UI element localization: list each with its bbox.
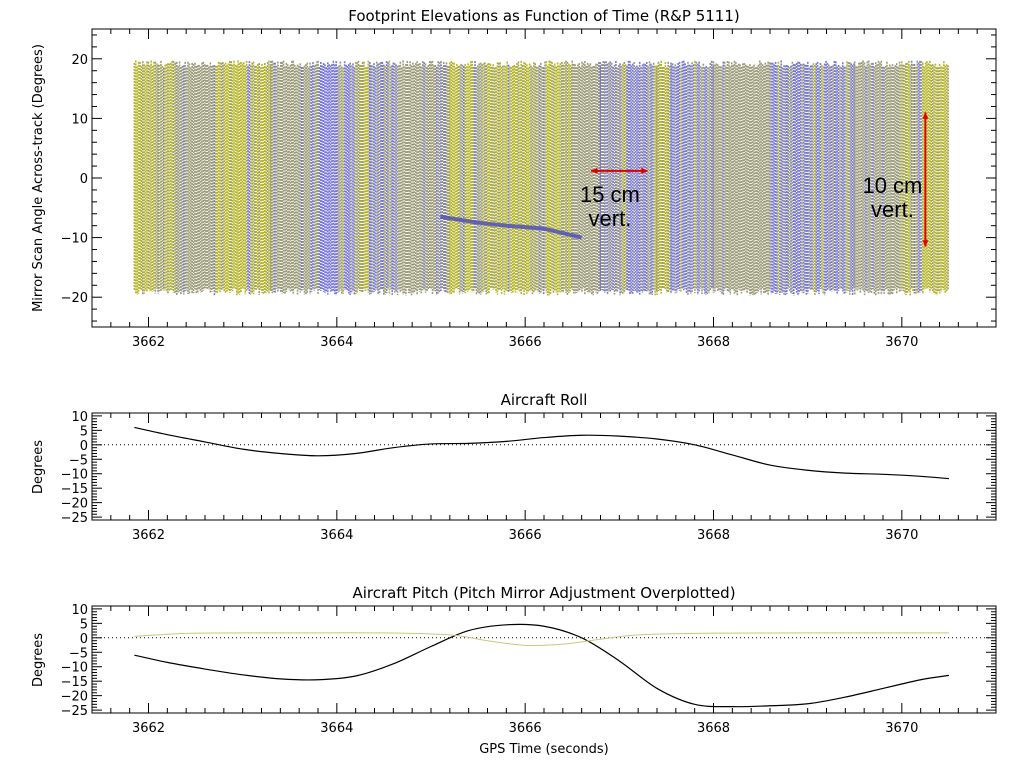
annotation-text-2: 10 cm [862, 173, 922, 198]
roll-x-tick-label: 3662 [132, 528, 165, 543]
elevation-chart-title: Footprint Elevations as Function of Time… [348, 7, 739, 25]
roll-chart-title: Aircraft Roll [501, 391, 588, 409]
pitch-y-tick-label: −5 [69, 646, 88, 661]
pitch-x-tick-label: 3666 [509, 721, 542, 736]
elevation-x-tick-label: 3664 [320, 335, 353, 350]
elevation-band [317, 60, 356, 296]
elevation-band [213, 60, 272, 296]
pitch-y-tick-label: −15 [61, 675, 88, 690]
roll-y-tick-label: 10 [71, 410, 88, 425]
roll-y-tick-label: −20 [61, 497, 88, 512]
elevation-y-axis-label: Mirror Scan Angle Across-track (Degrees) [31, 44, 46, 312]
elevation-band [712, 60, 771, 296]
elevation-band [599, 60, 658, 296]
pitch-chart-title: Aircraft Pitch (Pitch Mirror Adjustment … [352, 584, 735, 602]
annotation-text-1: 15 cm [580, 182, 640, 207]
elevation-band [354, 60, 371, 295]
elevation-x-tick-label: 3668 [697, 335, 730, 350]
roll-x-tick-label: 3664 [320, 528, 353, 543]
elevation-band [656, 60, 672, 295]
pitch-x-tick-label: 3662 [132, 721, 165, 736]
annotation-arrowhead [922, 240, 929, 247]
elevation-y-tick-label: 10 [71, 112, 88, 127]
roll-x-tick-label: 3668 [697, 528, 730, 543]
elevation-band [670, 60, 714, 296]
roll-y-axis-label: Degrees [31, 440, 46, 494]
roll-y-tick-label: −25 [61, 511, 88, 526]
pitch-x-tick-label: 3664 [320, 721, 353, 736]
annotation-arrowhead [591, 167, 598, 174]
gps-time-x-axis-label: GPS Time (seconds) [479, 742, 609, 757]
roll-y-tick-label: −15 [61, 482, 88, 497]
elevation-x-tick-label: 3662 [132, 335, 165, 350]
elevation-band [270, 60, 318, 295]
roll-plot-frame [91, 412, 997, 521]
low-elevation-streak [440, 214, 583, 240]
elevation-panel: Footprint Elevations as Function of Time… [31, 7, 997, 350]
roll-x-tick-label: 3670 [885, 528, 918, 543]
elevation-band [449, 60, 573, 296]
pitch-y-axis-label: Degrees [31, 633, 46, 687]
roll-y-tick-label: −10 [61, 468, 88, 483]
roll-x-tick-label: 3666 [509, 528, 542, 543]
roll-y-tick-label: 5 [80, 424, 88, 439]
elevation-band [392, 60, 451, 296]
annotation-text-2: vert. [871, 197, 914, 222]
pitch-y-tick-label: 0 [80, 632, 88, 647]
pitch-x-tick-label: 3670 [885, 721, 918, 736]
elevation-band [133, 60, 178, 295]
pitch-panel: Aircraft Pitch (Pitch Mirror Adjustment … [31, 584, 997, 757]
roll-series-line-1 [134, 426, 949, 480]
pitch-x-tick-label: 3668 [697, 721, 730, 736]
elevation-band [571, 60, 602, 296]
pitch-y-tick-label: −20 [61, 690, 88, 705]
pitch-series-line-1 [134, 623, 950, 708]
annotation-text-1: vert. [589, 206, 632, 231]
elevation-plot-frame [91, 28, 997, 328]
elevation-band [853, 60, 902, 296]
elevation-y-tick-label: −20 [61, 291, 88, 306]
pitch-y-tick-label: −10 [61, 661, 88, 676]
pitch-y-tick-label: 10 [71, 603, 88, 618]
elevation-x-tick-label: 3666 [509, 335, 542, 350]
pitch-series-line-2 [134, 632, 949, 647]
elevation-band [769, 60, 855, 296]
elevation-band [368, 60, 393, 295]
elevation-band [901, 60, 949, 296]
elevation-x-tick-label: 3670 [885, 335, 918, 350]
elevation-y-tick-label: −10 [61, 232, 88, 247]
roll-y-tick-label: 0 [80, 439, 88, 454]
elevation-band [175, 61, 214, 296]
roll-panel: Aircraft Roll Degrees 3662 3664 3666 3668 36… [31, 391, 997, 543]
pitch-plot-frame [91, 605, 997, 714]
annotation-arrowhead [922, 112, 929, 119]
roll-y-tick-label: −5 [69, 453, 88, 468]
elevation-y-tick-label: 20 [71, 53, 88, 68]
annotation-arrowhead [641, 167, 648, 174]
pitch-y-tick-label: −25 [61, 704, 88, 719]
pitch-y-tick-label: 5 [80, 617, 88, 632]
elevation-y-tick-label: 0 [80, 172, 88, 187]
